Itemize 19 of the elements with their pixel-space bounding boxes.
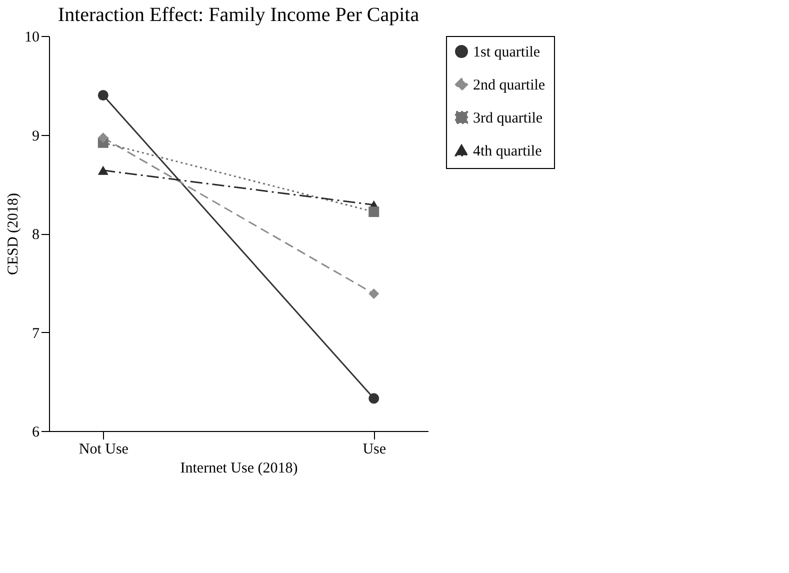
- point: [368, 393, 380, 404]
- y-tick-label: 10: [24, 30, 40, 46]
- legend-label: 1st quartile: [473, 44, 540, 60]
- y-tick-label: 9: [32, 128, 40, 144]
- legend-label: 3rd quartile: [473, 110, 543, 126]
- chart-title: Interaction Effect: Family Income Per Capita: [58, 4, 420, 26]
- x-tick-label: Use: [362, 442, 386, 458]
- point: [98, 132, 108, 143]
- y-tick-label: 8: [32, 227, 40, 243]
- y-tick-label: 6: [32, 424, 40, 440]
- point: [368, 288, 380, 299]
- y-tick-label: 7: [32, 326, 40, 342]
- point: [368, 206, 380, 218]
- x-tick-label: Not Use: [78, 442, 129, 458]
- point: [98, 90, 108, 100]
- x-axis-title: Internet Use (2018): [180, 460, 298, 476]
- y-axis-title: CESD (2018): [6, 192, 22, 276]
- legend-label: 4th quartile: [473, 144, 542, 160]
- legend-label: 2nd quartile: [473, 78, 546, 94]
